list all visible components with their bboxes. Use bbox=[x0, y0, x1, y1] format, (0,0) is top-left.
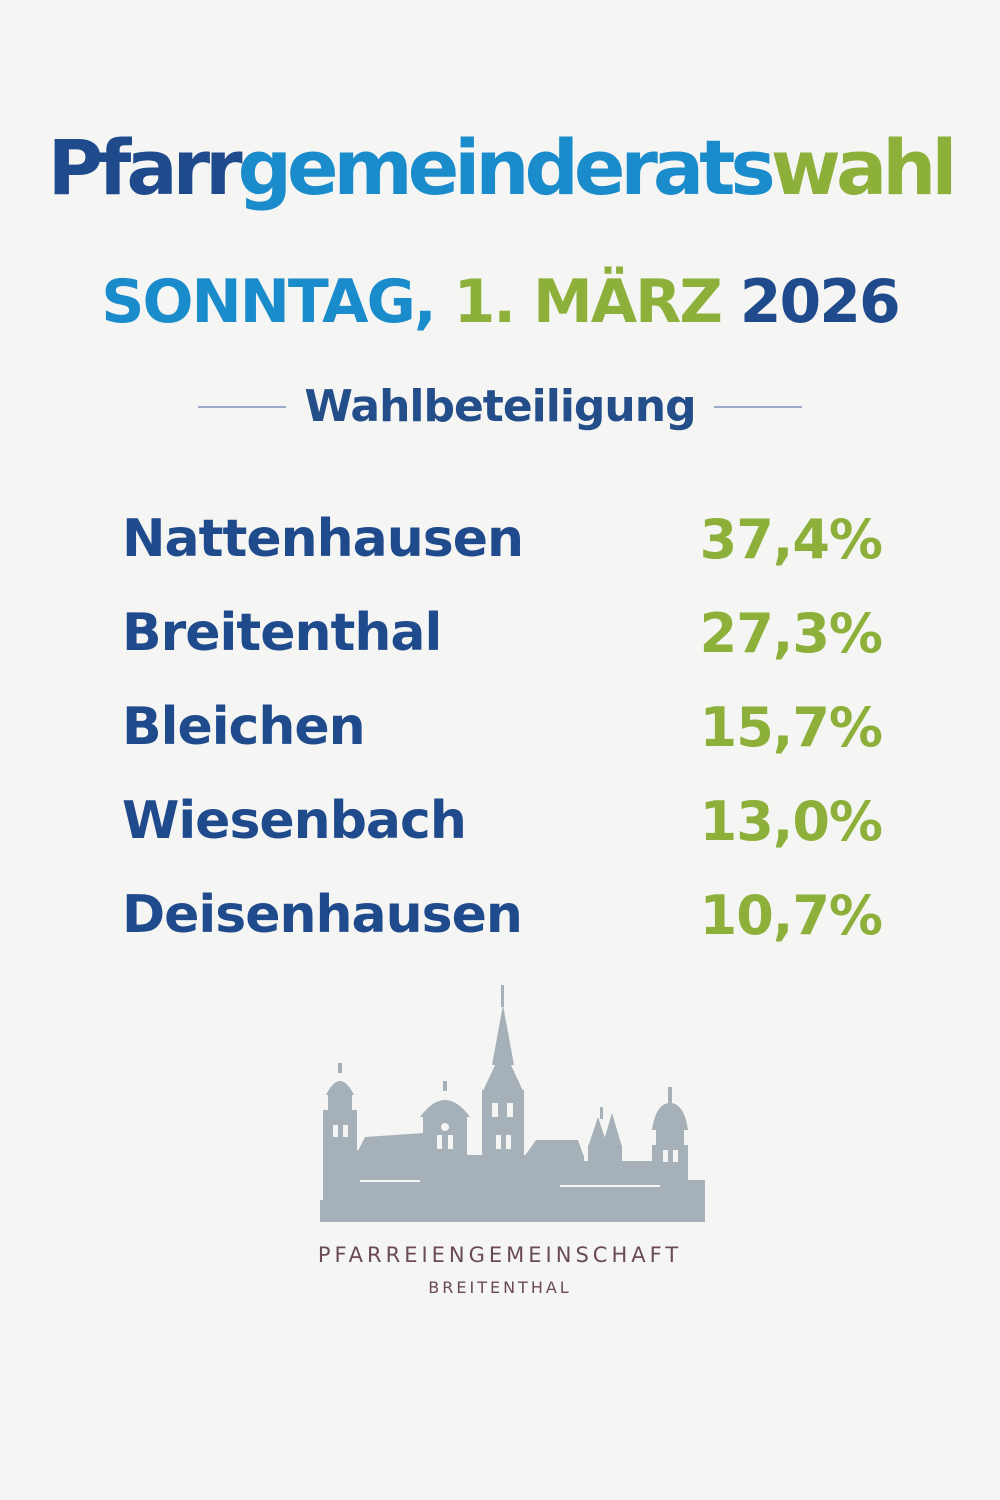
turnout-value: 13,0% bbox=[699, 789, 883, 853]
section-title: Wahlbeteiligung bbox=[304, 381, 696, 432]
place-name: Nattenhausen bbox=[122, 509, 524, 569]
list-item: Nattenhausen 37,4% bbox=[122, 492, 883, 586]
election-date: SONNTAG, 1. MÄRZ 2026 bbox=[0, 262, 1000, 342]
section-header: Wahlbeteiligung bbox=[0, 372, 1000, 442]
divider-right bbox=[713, 406, 802, 408]
place-name: Wiesenbach bbox=[122, 791, 467, 851]
place-name: Bleichen bbox=[122, 697, 366, 757]
title-part-wahl: wahl bbox=[770, 123, 958, 212]
place-name: Deisenhausen bbox=[122, 885, 523, 945]
divider-left bbox=[198, 406, 287, 408]
list-item: Deisenhausen 10,7% bbox=[122, 868, 883, 962]
church-skyline-icon bbox=[320, 985, 705, 1222]
date-day-month: 1. MÄRZ bbox=[453, 267, 723, 337]
date-weekday: SONNTAG, bbox=[101, 267, 436, 337]
page-title: Pfarrgemeinderatswahl bbox=[0, 118, 1000, 218]
place-name: Breitenthal bbox=[122, 603, 442, 663]
turnout-value: 37,4% bbox=[699, 507, 883, 571]
title-part-pfarr: Pfarr bbox=[47, 123, 243, 212]
organization-location: BREITENTHAL bbox=[428, 1278, 572, 1297]
title-part-gemeinderats: gemeinderats bbox=[237, 123, 776, 212]
list-item: Bleichen 15,7% bbox=[122, 680, 883, 774]
turnout-value: 15,7% bbox=[699, 695, 883, 759]
turnout-list: Nattenhausen 37,4% Breitenthal 27,3% Ble… bbox=[122, 492, 883, 962]
date-year: 2026 bbox=[739, 267, 901, 337]
turnout-value: 10,7% bbox=[699, 883, 883, 947]
organization-name: PFARREIENGEMEINSCHAFT bbox=[317, 1243, 683, 1267]
list-item: Breitenthal 27,3% bbox=[122, 586, 883, 680]
list-item: Wiesenbach 13,0% bbox=[122, 774, 883, 868]
turnout-value: 27,3% bbox=[699, 601, 883, 665]
